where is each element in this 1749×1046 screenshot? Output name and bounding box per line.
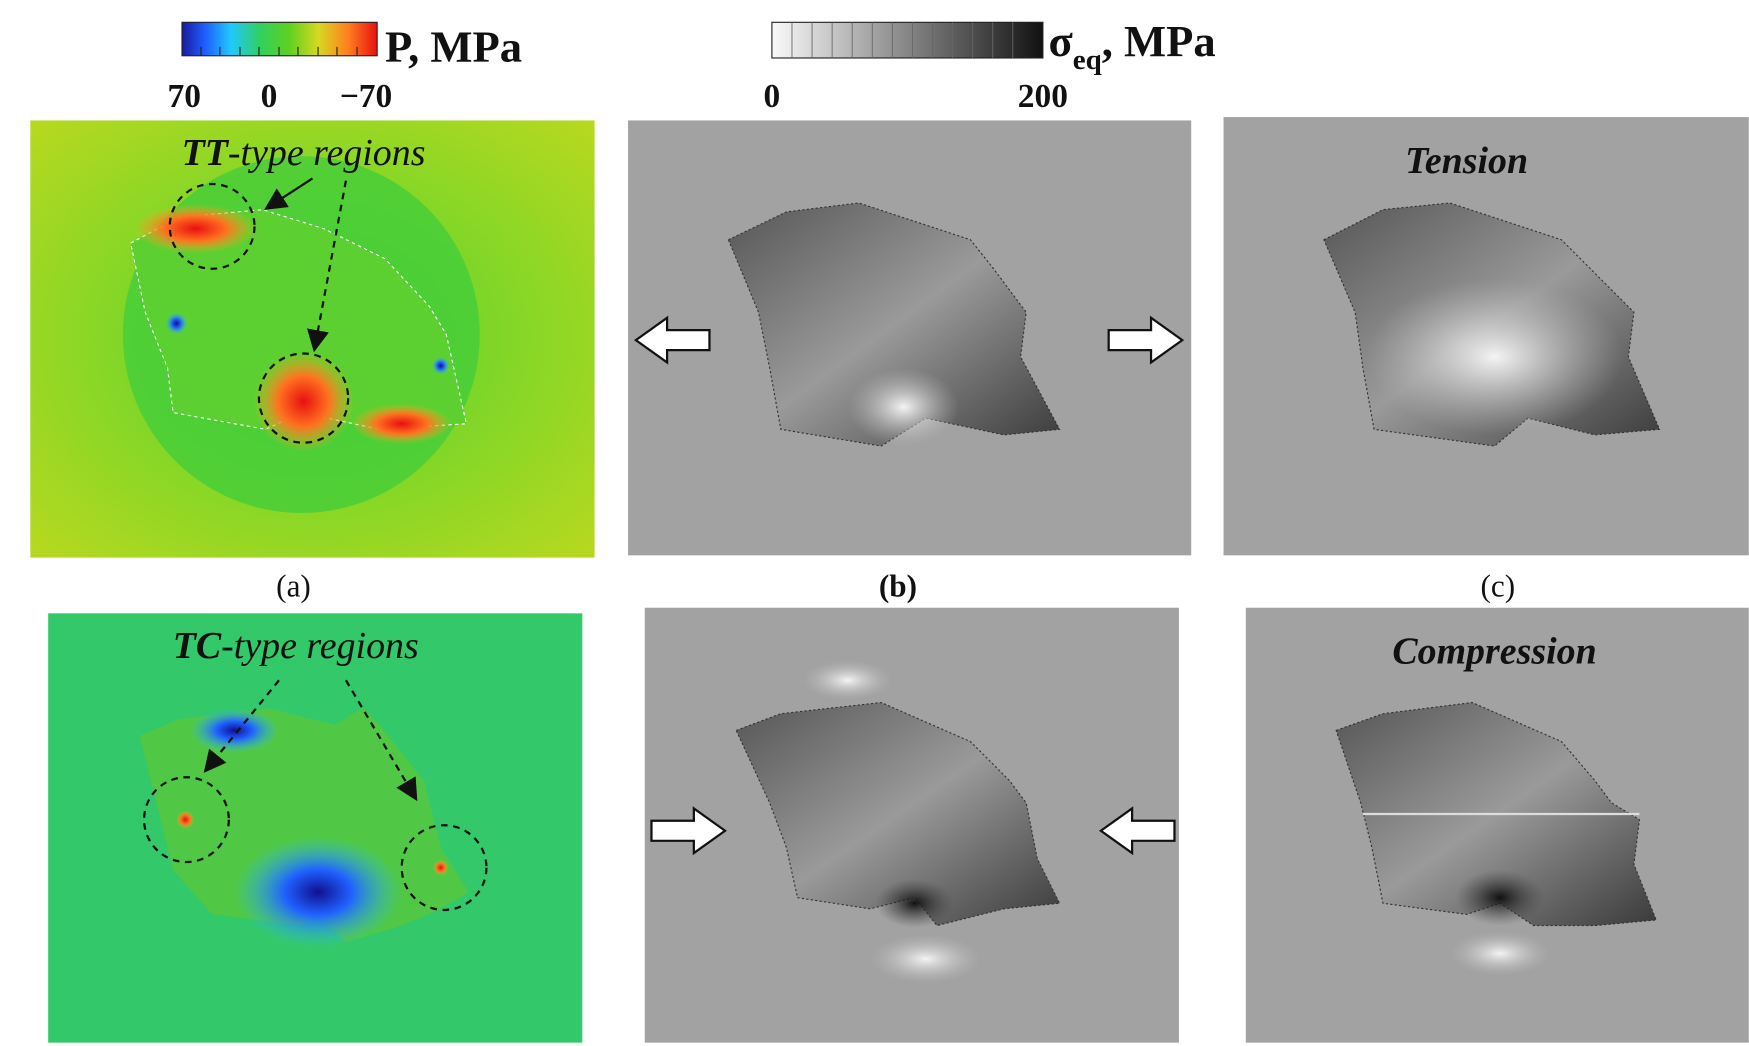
colorbar-tick: 200 xyxy=(1018,78,1068,115)
colorbar-tick: 0 xyxy=(764,78,781,115)
panel-a-top xyxy=(30,120,595,558)
colorbar-tick: 0 xyxy=(261,78,278,115)
colorbar-title: P, MPa xyxy=(385,21,522,71)
panel-c-bottom xyxy=(1245,607,1749,1043)
annotation-bold: TT xyxy=(182,132,230,174)
panel-b-top xyxy=(628,120,1192,556)
subscript: eq xyxy=(1073,44,1102,76)
colorbar-tick: 70 xyxy=(168,78,201,115)
panel-label: (c) xyxy=(1481,569,1516,604)
annotation: TT-type regions xyxy=(182,132,426,174)
colorbar-ticks xyxy=(791,22,1014,58)
panel-b-bottom xyxy=(644,607,1179,1043)
annotation: TC-type regions xyxy=(173,625,419,667)
colorbar-tick: −70 xyxy=(340,78,393,115)
colorbar-title: σeq, MPa xyxy=(1048,16,1215,76)
colorbar xyxy=(771,21,1044,59)
annotation: Tension xyxy=(1405,140,1528,182)
panel-a-bottom xyxy=(48,613,583,1043)
panel-label: (a) xyxy=(276,569,311,604)
annotation-bold: TC xyxy=(173,625,222,667)
annotation-rest: -type regions xyxy=(228,132,426,174)
unit: , MPa xyxy=(1102,16,1216,66)
annotation: Compression xyxy=(1392,631,1596,673)
symbol: σ xyxy=(1048,16,1072,66)
panel-c-top xyxy=(1223,117,1749,556)
annotation-rest: -type regions xyxy=(221,625,419,667)
colorbar-ticks xyxy=(200,46,358,56)
panel-label: (b) xyxy=(879,569,917,604)
